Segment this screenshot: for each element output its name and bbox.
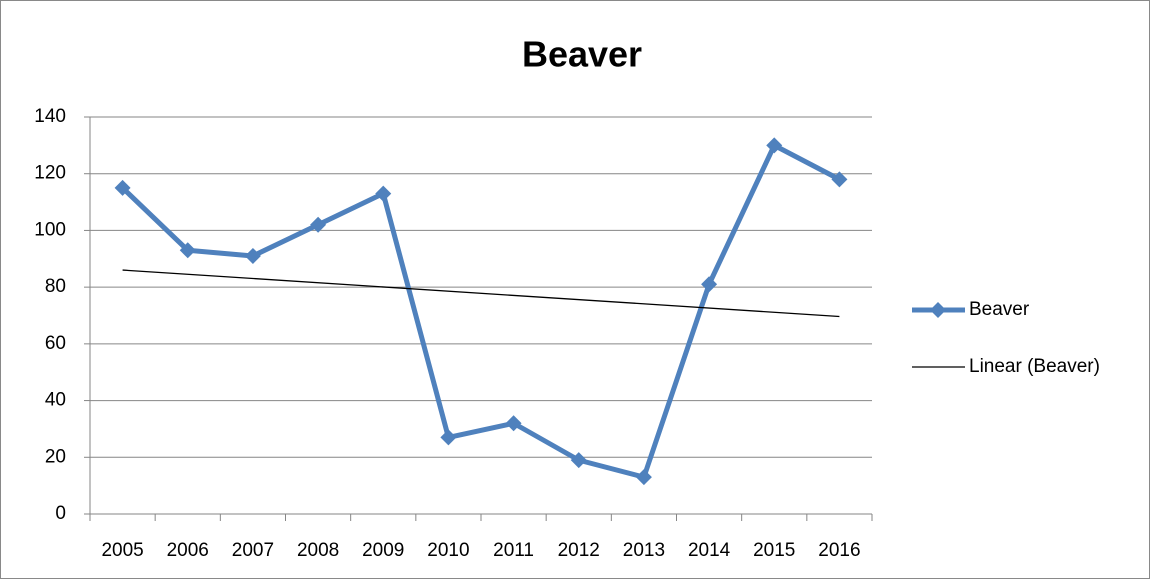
y-tick-label: 0 — [55, 503, 66, 524]
marker — [766, 137, 783, 154]
x-tick-label: 2007 — [232, 540, 274, 561]
marker — [831, 171, 848, 188]
x-tick-label: 2005 — [101, 540, 143, 561]
y-tick-label: 60 — [45, 333, 66, 354]
trendline — [122, 269, 840, 318]
x-tick-label: 2006 — [167, 540, 209, 561]
y-tick-label: 80 — [45, 276, 66, 297]
marker — [244, 247, 261, 264]
x-tick-label: 2008 — [297, 540, 339, 561]
x-tick-label: 2016 — [818, 540, 860, 561]
marker — [930, 302, 946, 318]
marker — [310, 216, 327, 233]
x-tick-label: 2010 — [427, 540, 469, 561]
x-tick-label: 2014 — [688, 540, 731, 561]
chart-title: Beaver — [522, 34, 642, 75]
marker — [505, 415, 522, 432]
marker — [701, 276, 718, 293]
x-tick-label: 2015 — [753, 540, 795, 561]
x-tick-label: 2009 — [362, 540, 404, 561]
marker — [440, 429, 457, 446]
marker — [114, 179, 131, 196]
y-tick-label: 100 — [34, 219, 66, 240]
legend-label: Linear (Beaver) — [969, 356, 1100, 377]
y-tick-label: 120 — [34, 163, 66, 184]
legend-label: Beaver — [969, 299, 1030, 320]
x-tick-label: 2011 — [493, 540, 534, 561]
marker — [179, 242, 196, 259]
y-tick-label: 20 — [45, 446, 66, 467]
y-tick-label: 140 — [34, 106, 66, 127]
marker — [375, 185, 392, 202]
y-tick-label: 40 — [45, 390, 66, 411]
x-tick-label: 2012 — [558, 540, 600, 561]
x-tick-label: 2013 — [623, 540, 665, 561]
marker — [570, 452, 587, 469]
series-line — [120, 142, 841, 480]
marker — [635, 469, 652, 486]
